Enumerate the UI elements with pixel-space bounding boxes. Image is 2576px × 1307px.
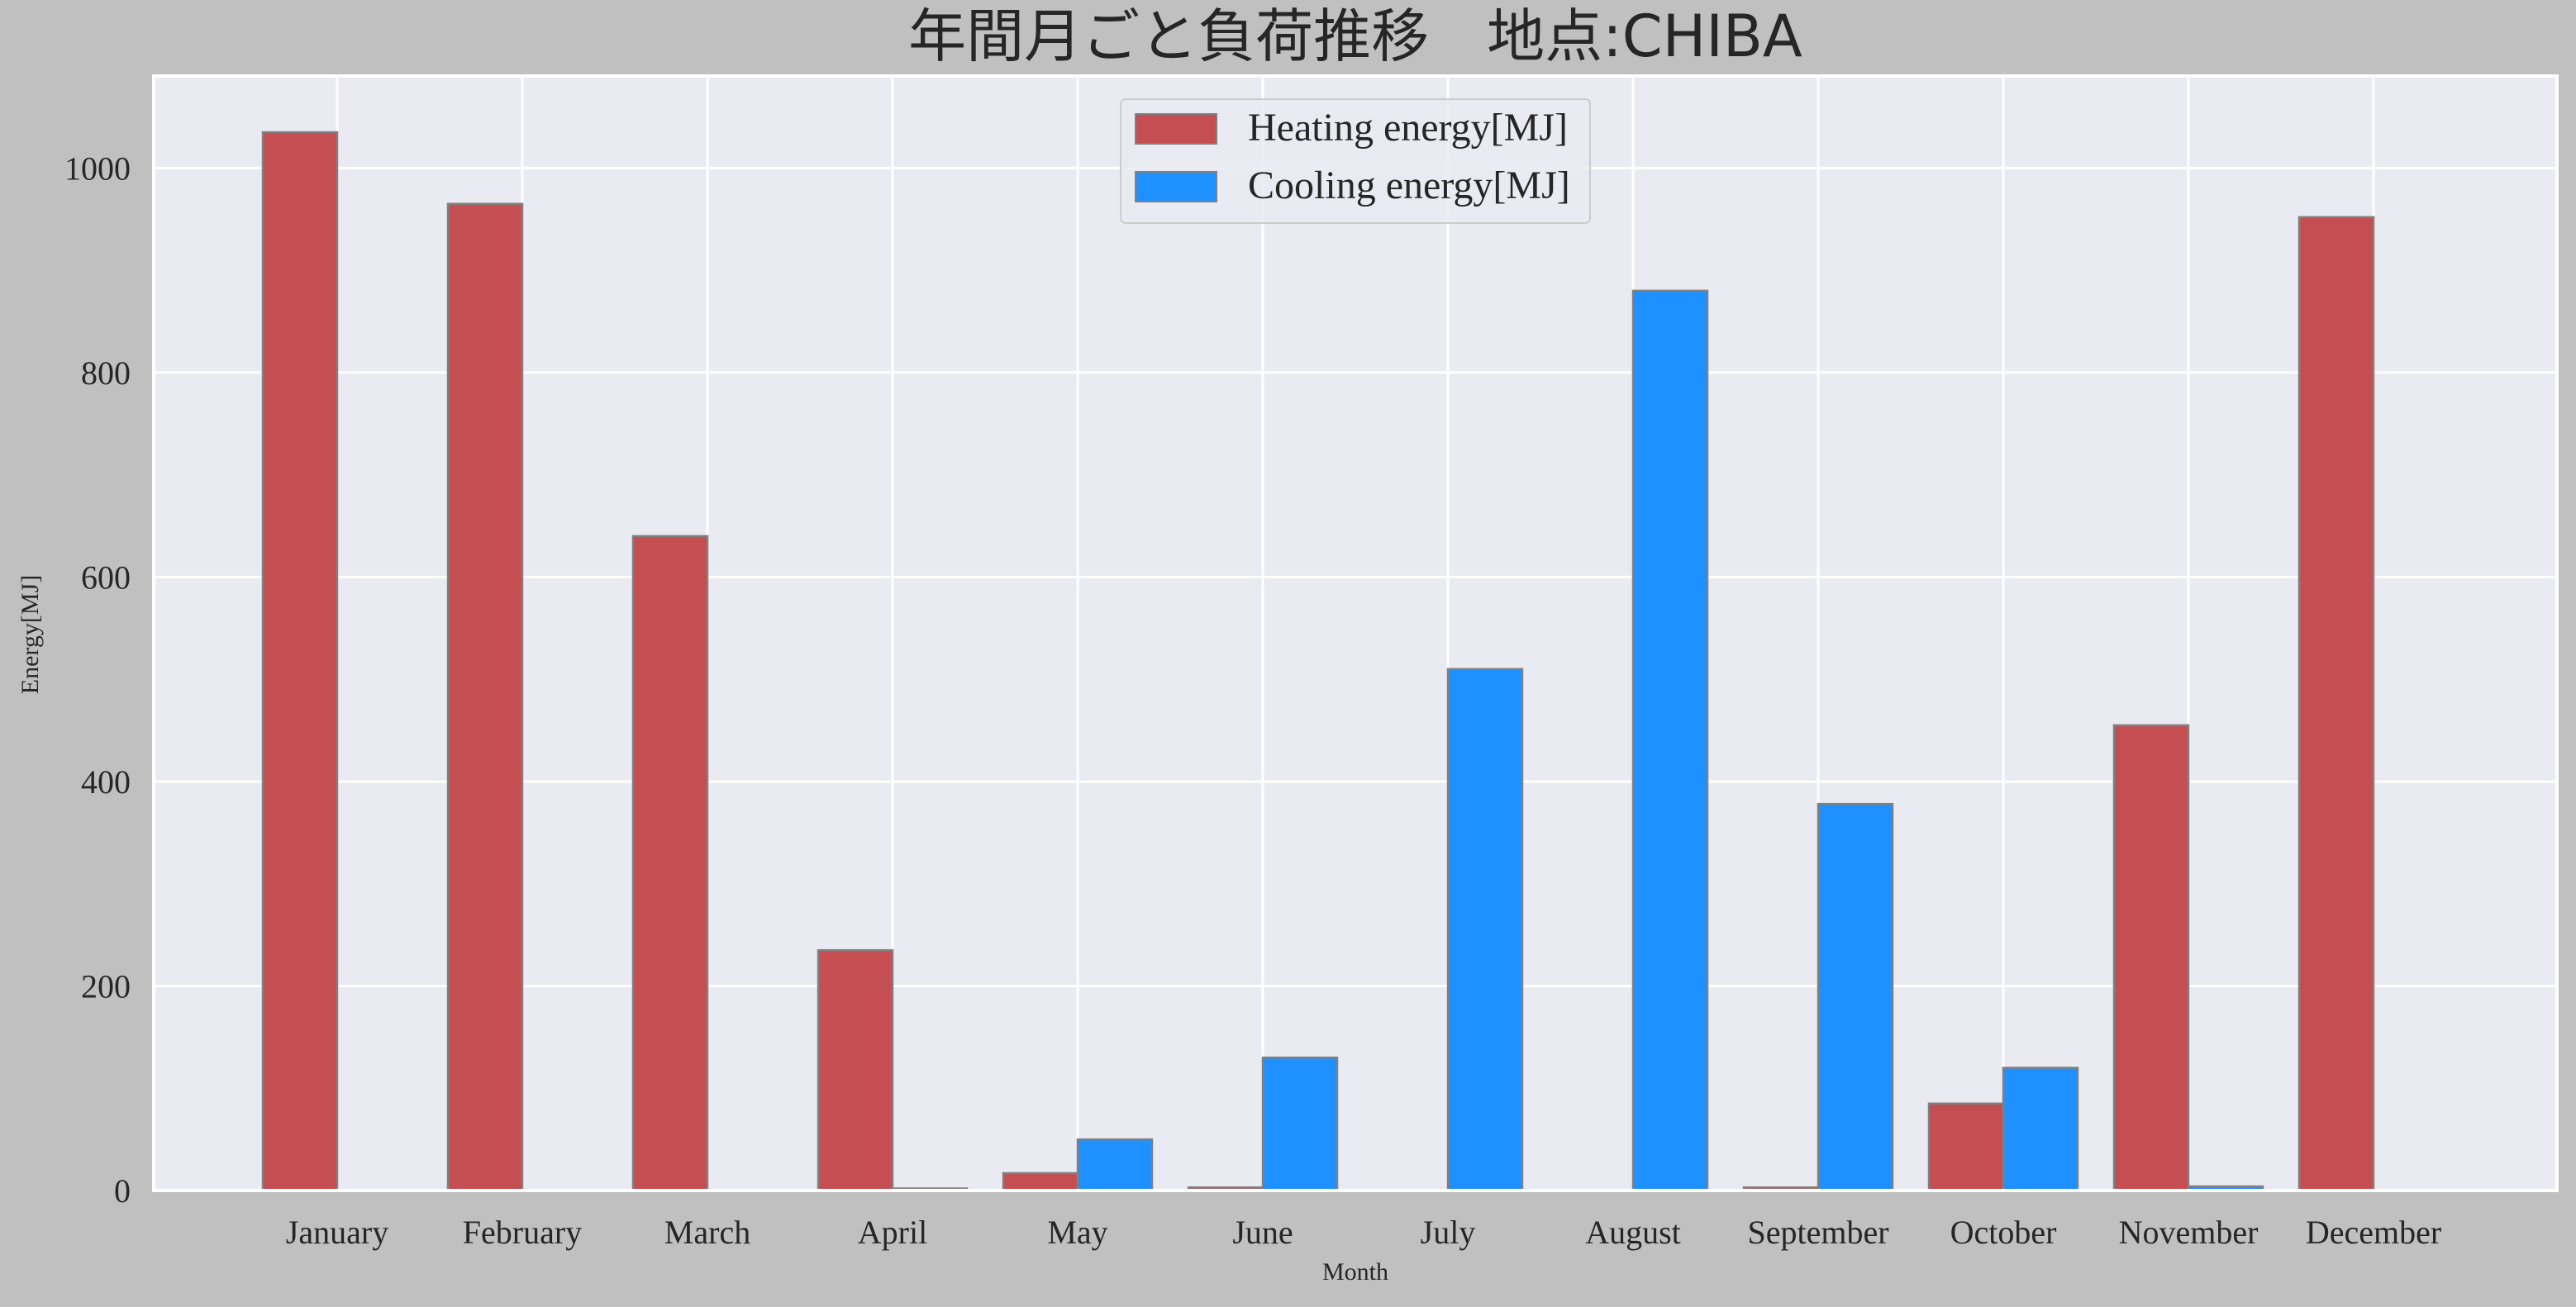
x-tick-label-july: July [1421,1214,1476,1251]
x-tick-label-january: January [286,1214,388,1251]
heating-bar-december [2297,216,2375,1192]
legend-swatch-heating [1135,113,1217,145]
axes: 0 200 400 600 800 1000 January February March Apr… [64,74,2559,1251]
y-tick-label-1000: 1000 [64,150,131,187]
plot-frame [152,74,2559,1192]
heating-bar-october [1927,1102,2005,1192]
cooling-bar-october [2002,1067,2079,1192]
cooling-bar-june [1261,1056,1339,1192]
legend: Heating energy[MJ] Cooling energy[MJ] [1120,98,1591,224]
legend-swatch-cooling [1135,171,1217,202]
cooling-bar-september [1817,802,1894,1192]
y-tick-label-0: 0 [114,1172,131,1210]
y-tick-label-600: 600 [81,558,131,596]
x-tick-label-june: June [1232,1214,1293,1251]
heating-bar-november [2112,724,2190,1192]
chart-title: 年間月ごと負荷推移 地点:CHIBA [908,2,1802,70]
legend-label-cooling: Cooling energy[MJ] [1248,164,1570,207]
cooling-bar-august [1631,289,1709,1192]
x-tick-label-april: April [858,1214,927,1251]
x-tick-label-may: May [1047,1214,1107,1251]
y-axis-label: Energy[MJ] [17,575,44,694]
x-tick-label-october: October [1950,1214,2057,1251]
heating-bar-january [261,131,339,1192]
x-axis-label: Month [1322,1258,1388,1286]
x-tick-label-december: December [2306,1214,2441,1251]
legend-box [1120,98,1591,224]
x-tick-label-august: August [1585,1214,1681,1251]
legend-label-heating: Heating energy[MJ] [1248,106,1568,150]
x-tick-label-march: March [664,1214,750,1251]
y-tick-label-200: 200 [81,967,131,1005]
heating-bar-march [631,535,709,1192]
heating-bar-february [446,202,524,1192]
y-tick-label-800: 800 [81,354,131,392]
heating-bar-april [817,948,894,1192]
x-tick-label-november: November [2119,1214,2259,1251]
x-tick-label-february: February [463,1214,582,1251]
x-tick-label-september: September [1747,1214,1888,1251]
cooling-bar-july [1446,668,1524,1192]
heating-bar-may [1002,1172,1079,1192]
bars [261,131,2375,1192]
cooling-bar-may [1076,1138,1154,1192]
y-tick-label-400: 400 [81,763,131,801]
